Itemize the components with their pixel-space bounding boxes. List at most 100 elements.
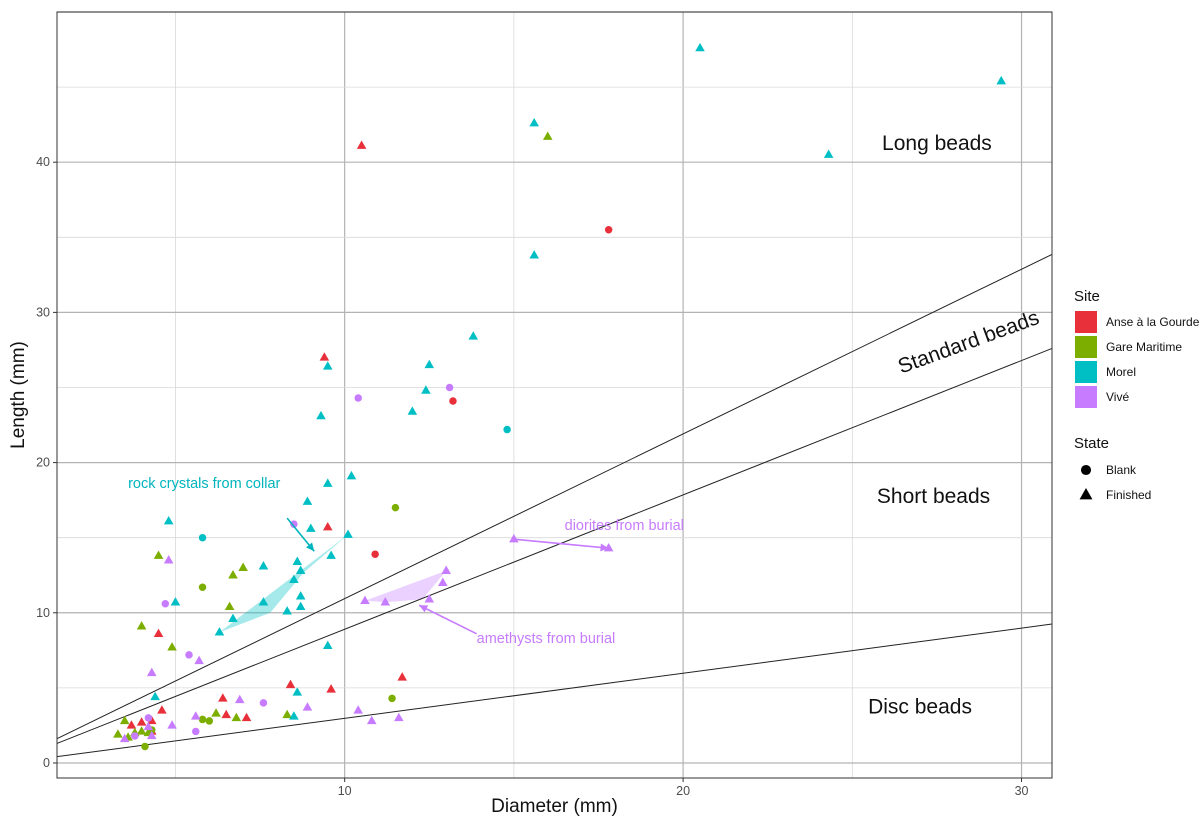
data-point [306, 523, 316, 532]
data-point [192, 727, 200, 736]
x-tick-label: 30 [1015, 784, 1029, 798]
data-point [258, 597, 269, 606]
plot-panel-border [56, 11, 1053, 779]
data-point [290, 520, 298, 528]
annotation-label: amethysts from burial [477, 631, 616, 647]
data-point [214, 627, 225, 636]
data-point [231, 712, 242, 722]
data-point [224, 601, 235, 611]
data-point [218, 693, 228, 702]
arrowhead-icon [600, 543, 609, 552]
zone-label: Short beads [877, 485, 990, 508]
annotation-arrow [513, 538, 609, 549]
legend-site-label: Gare Maritime [1106, 340, 1182, 354]
data-point [353, 705, 363, 714]
data-point [326, 550, 336, 559]
grid-layer [57, 11, 1052, 778]
data-point [221, 709, 232, 719]
y-tick-label: 30 [36, 305, 50, 319]
data-point [603, 543, 614, 552]
data-point [282, 606, 292, 615]
data-point [354, 394, 362, 402]
data-point [113, 729, 123, 738]
data-point [441, 565, 451, 574]
data-point [119, 715, 130, 725]
legend-swatch [1075, 361, 1097, 383]
data-point [136, 726, 147, 735]
legend-triangle-icon [1079, 488, 1093, 500]
data-point [322, 640, 333, 650]
hull-layer [219, 534, 447, 633]
data-point [394, 712, 404, 722]
data-point [421, 385, 431, 394]
data-point [295, 565, 306, 574]
data-point [136, 621, 147, 630]
hull-region [364, 570, 447, 603]
data-point [391, 503, 400, 512]
data-point [126, 720, 137, 729]
legend-state-label: Finished [1106, 488, 1151, 502]
data-point [150, 691, 160, 701]
data-point [407, 406, 418, 415]
data-point [322, 361, 333, 370]
data-point [295, 601, 306, 611]
data-point [259, 699, 268, 707]
data-point [322, 478, 333, 487]
data-point [144, 714, 153, 722]
data-point [380, 597, 391, 606]
data-point [194, 655, 204, 665]
annotation-arrow [418, 604, 478, 635]
data-point [529, 250, 539, 259]
x-tick-label: 10 [338, 784, 352, 798]
data-point [424, 359, 435, 369]
data-point [258, 561, 269, 570]
y-tick-label: 20 [36, 456, 50, 470]
data-point [205, 717, 214, 725]
legend-circle-icon [1080, 464, 1092, 476]
data-point [282, 709, 292, 719]
data-point [211, 708, 221, 717]
data-point [238, 562, 248, 571]
y-tick-label: 10 [36, 606, 50, 620]
data-point [468, 331, 479, 340]
axis-ticks: 10 20 30 0 10 20 30 40 [36, 155, 1028, 798]
data-point [170, 597, 181, 606]
legend-state-title: State [1074, 435, 1109, 452]
data-point [234, 694, 245, 704]
data-point [143, 721, 154, 731]
data-point [356, 140, 367, 149]
data-point [604, 226, 613, 234]
data-points [113, 42, 1007, 751]
y-axis-title: Length (mm) [8, 341, 29, 449]
reference-line [56, 347, 1053, 744]
zone-label: Long beads [882, 132, 992, 155]
y-tick-label: 0 [43, 756, 50, 770]
data-point [302, 702, 313, 711]
data-point [371, 550, 379, 558]
data-point [449, 397, 457, 405]
data-point [163, 515, 174, 525]
data-point [198, 583, 207, 591]
data-point [292, 687, 303, 696]
legend-swatch [1075, 386, 1097, 408]
legend-state-label: Blank [1106, 463, 1137, 477]
data-point [146, 715, 157, 725]
data-point [136, 717, 147, 726]
data-point [529, 117, 539, 127]
data-point [397, 672, 407, 681]
arrowhead-icon [419, 605, 429, 613]
data-point [157, 705, 167, 714]
data-point [285, 679, 296, 689]
data-point [445, 383, 454, 392]
data-point [322, 521, 333, 531]
data-point [167, 720, 177, 729]
data-point [190, 711, 201, 720]
legend-swatch [1075, 311, 1097, 333]
data-point [228, 613, 238, 623]
data-point [289, 711, 299, 720]
data-point [119, 733, 130, 743]
legend-site-title: Site [1074, 288, 1100, 305]
data-point [167, 642, 177, 651]
annotations: rock crystals from collar amethysts from … [128, 476, 684, 647]
